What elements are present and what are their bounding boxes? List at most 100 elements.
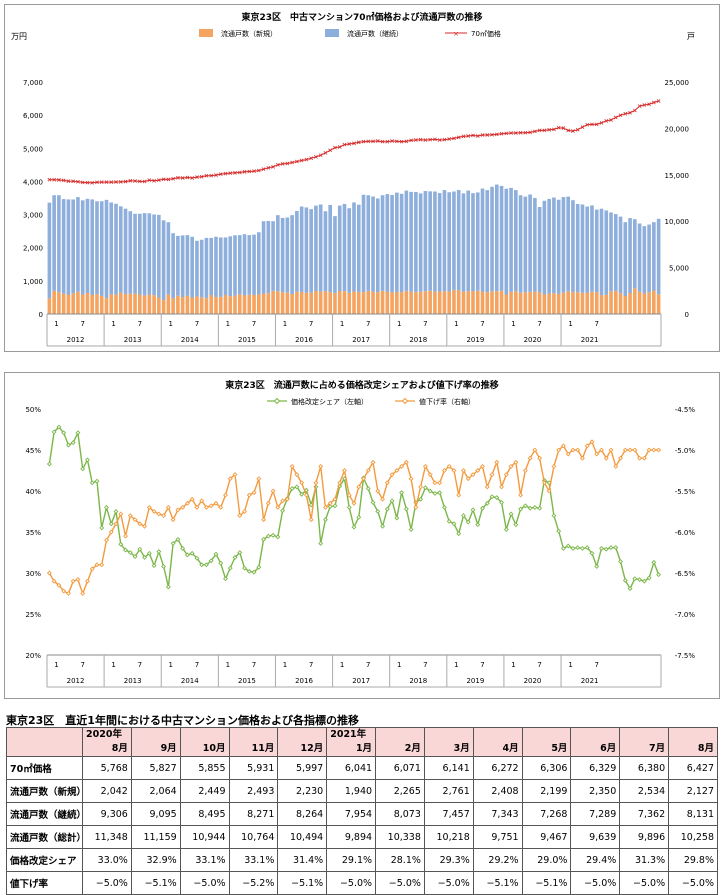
revision-share-marker [560, 545, 566, 551]
header-year [233, 729, 275, 740]
bar-continuing [304, 207, 309, 293]
table-row: 流通戸数（新規） 2,042 2,064 2,449 2,493 2,230 1,940 2,… [6, 779, 718, 803]
left-tick-label: 1,000 [23, 278, 43, 286]
table-cell: −5.0% [619, 871, 670, 895]
bar-continuing [437, 193, 442, 292]
revision-share-marker [499, 500, 504, 505]
revision-share-marker [323, 517, 328, 523]
bar-continuing [433, 191, 437, 292]
bar-new [633, 288, 637, 314]
discount-rate-marker [527, 455, 533, 461]
table-cell: 9,894 [326, 825, 377, 849]
bar-new [256, 294, 261, 314]
table-cell: −5.1% [277, 871, 328, 895]
table-cell: 5,768 [82, 756, 132, 780]
bar-new [552, 293, 556, 314]
bar-continuing [190, 236, 194, 298]
month-tick-label: 1 [340, 320, 344, 328]
bar-new [533, 291, 537, 314]
revision-share-marker [608, 545, 614, 551]
discount-rate-marker [270, 488, 276, 494]
table-cell: 33.1% [179, 848, 230, 872]
table-row: 70㎡価格 5,768 5,827 5,855 5,931 5,997 6,041 6,071… [6, 756, 718, 780]
table-row: 流通戸数（総計） 11,348 11,159 10,944 10,764 10,494 9,… [6, 825, 718, 849]
revision-share-marker [618, 559, 623, 564]
bar-new [528, 291, 532, 314]
bar-continuing [466, 190, 471, 292]
revision-share-marker [180, 545, 186, 551]
price-marker [385, 139, 390, 144]
price-marker [628, 110, 632, 115]
bar-new [76, 291, 80, 314]
bar-continuing [375, 198, 380, 293]
price-marker [128, 178, 133, 183]
bar-new [494, 291, 499, 314]
discount-rate-marker [275, 504, 281, 510]
discount-rate-marker [146, 504, 152, 510]
bar-new [123, 294, 128, 314]
revision-share-marker [265, 533, 271, 539]
bar-continuing [585, 206, 590, 293]
price-marker [280, 161, 285, 166]
header-year [379, 729, 421, 740]
bar-continuing [52, 195, 56, 291]
bar-continuing [537, 207, 542, 293]
revision-share-marker [227, 565, 233, 571]
discount-rate-marker [85, 578, 90, 584]
discount-rate-marker [375, 488, 381, 494]
bar-continuing [609, 212, 613, 292]
revision-share-marker [289, 486, 295, 491]
discount-rate-marker [232, 472, 238, 478]
revision-share-marker [394, 515, 400, 521]
bar-continuing [138, 213, 142, 295]
bar-new [380, 290, 385, 314]
bar-new [609, 291, 613, 314]
discount-rate-marker [580, 455, 585, 461]
price-marker [599, 120, 604, 125]
bar-new [237, 294, 242, 314]
month-tick-label: 7 [537, 320, 541, 328]
bar-new [209, 294, 214, 314]
price-marker [461, 134, 466, 139]
bar-new [352, 291, 356, 314]
revision-share-marker [56, 424, 62, 430]
revision-share-marker [113, 509, 119, 514]
discount-rate-marker [584, 443, 590, 449]
bar-continuing [90, 199, 95, 295]
revision-share-marker [489, 494, 495, 500]
bar-new [566, 291, 570, 314]
month-tick-label: 7 [595, 661, 599, 669]
revision-share-marker [199, 562, 205, 568]
discount-rate-marker [170, 517, 176, 523]
bar-continuing [147, 213, 152, 295]
price-marker [142, 179, 147, 184]
month-tick-label: 1 [397, 661, 401, 669]
price-marker [361, 139, 366, 144]
price-marker [442, 137, 447, 142]
price-marker [452, 136, 456, 141]
month-tick-label: 1 [283, 661, 287, 669]
month-tick-label: 1 [169, 320, 173, 328]
revision-share-marker [370, 500, 376, 505]
month-tick-label: 7 [138, 661, 142, 669]
revision-share-marker [446, 518, 452, 524]
bar-new [109, 294, 114, 314]
discount-rate-marker [656, 447, 662, 453]
revision-share-marker [89, 480, 95, 486]
discount-rate-marker [127, 513, 133, 519]
bar-new [337, 290, 342, 314]
header-year [574, 729, 616, 740]
bar-continuing [347, 208, 352, 293]
revision-share-marker [213, 551, 219, 557]
month-tick-label: 1 [454, 661, 458, 669]
bar-continuing [161, 220, 166, 301]
revision-share-marker [151, 563, 157, 569]
bar-continuing [518, 195, 523, 293]
bar-new [628, 292, 632, 314]
bar-continuing [461, 193, 466, 292]
bar-continuing [185, 235, 190, 296]
revision-share-marker [613, 545, 619, 551]
discount-rate-marker [194, 504, 200, 510]
price-marker [371, 139, 375, 144]
table-cell: 5,827 [130, 756, 181, 780]
